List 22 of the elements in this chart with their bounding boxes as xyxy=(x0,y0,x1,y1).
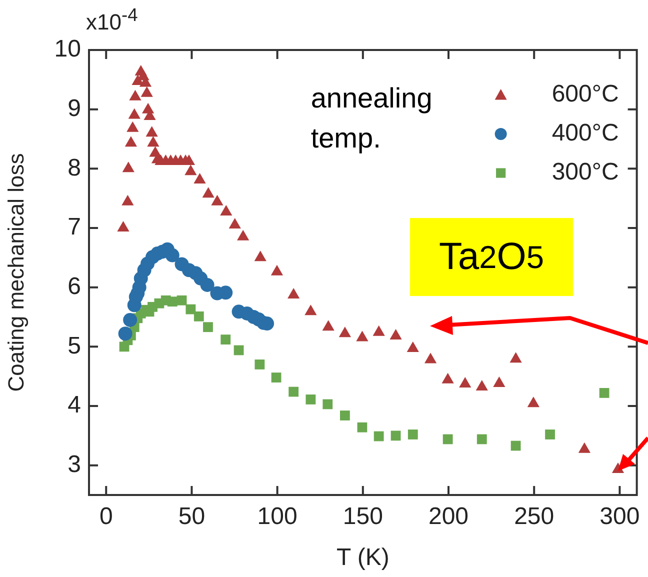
x-axis-title: T (K) xyxy=(336,544,390,572)
x-tick-label: 300 xyxy=(600,503,640,530)
legend-title: annealing temp. xyxy=(310,82,432,154)
legend-label: 400°C xyxy=(552,120,619,147)
y-tick-label: 5 xyxy=(68,332,81,360)
y-tick-label: 8 xyxy=(68,154,81,182)
y-tick-label: 3 xyxy=(68,450,81,478)
legend-label: 300°C xyxy=(552,158,619,186)
y-tick-label: 6 xyxy=(68,272,81,300)
x-tick-label: 150 xyxy=(342,503,383,530)
text: x10$^{-4}$ xyxy=(86,4,138,36)
x-tick-label: 50 xyxy=(178,503,206,530)
y-tick-label: 10 xyxy=(54,36,81,63)
x-tick-label: 250 xyxy=(514,503,554,530)
y-tick-label: 4 xyxy=(68,392,81,419)
y-tick-label: 7 xyxy=(68,214,81,241)
y-axis-title: Coating mechanical loss xyxy=(3,153,28,392)
y-tick-label: 9 xyxy=(68,94,81,122)
x-tick-label: 200 xyxy=(428,503,469,530)
x-tick-label: 100 xyxy=(257,503,298,530)
legend-label: 600°C xyxy=(552,80,619,108)
x-tick-label: 0 xyxy=(99,503,113,530)
